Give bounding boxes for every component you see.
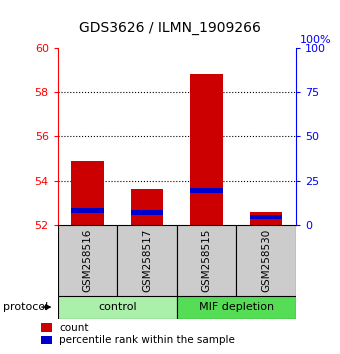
Text: GSM258530: GSM258530 xyxy=(261,229,271,292)
Bar xyxy=(177,225,236,296)
Bar xyxy=(236,225,296,296)
Text: count: count xyxy=(59,323,89,333)
Bar xyxy=(177,296,296,319)
Bar xyxy=(190,188,223,193)
Bar xyxy=(250,211,283,225)
Bar xyxy=(41,323,52,331)
Text: control: control xyxy=(98,302,137,312)
Bar xyxy=(58,225,117,296)
Bar xyxy=(71,208,104,213)
Bar xyxy=(58,296,177,319)
Bar xyxy=(71,161,104,225)
Text: GSM258516: GSM258516 xyxy=(83,228,92,292)
Text: MIF depletion: MIF depletion xyxy=(199,302,274,312)
Text: 100%: 100% xyxy=(300,35,332,45)
Bar xyxy=(41,336,52,344)
Bar xyxy=(190,74,223,225)
Bar xyxy=(131,210,164,215)
Text: percentile rank within the sample: percentile rank within the sample xyxy=(59,335,235,345)
Bar xyxy=(250,215,283,219)
Bar xyxy=(131,189,164,225)
Text: protocol: protocol xyxy=(3,302,49,312)
Text: GDS3626 / ILMN_1909266: GDS3626 / ILMN_1909266 xyxy=(79,21,261,35)
Text: GSM258515: GSM258515 xyxy=(202,228,211,292)
Text: GSM258517: GSM258517 xyxy=(142,228,152,292)
Bar xyxy=(117,225,177,296)
